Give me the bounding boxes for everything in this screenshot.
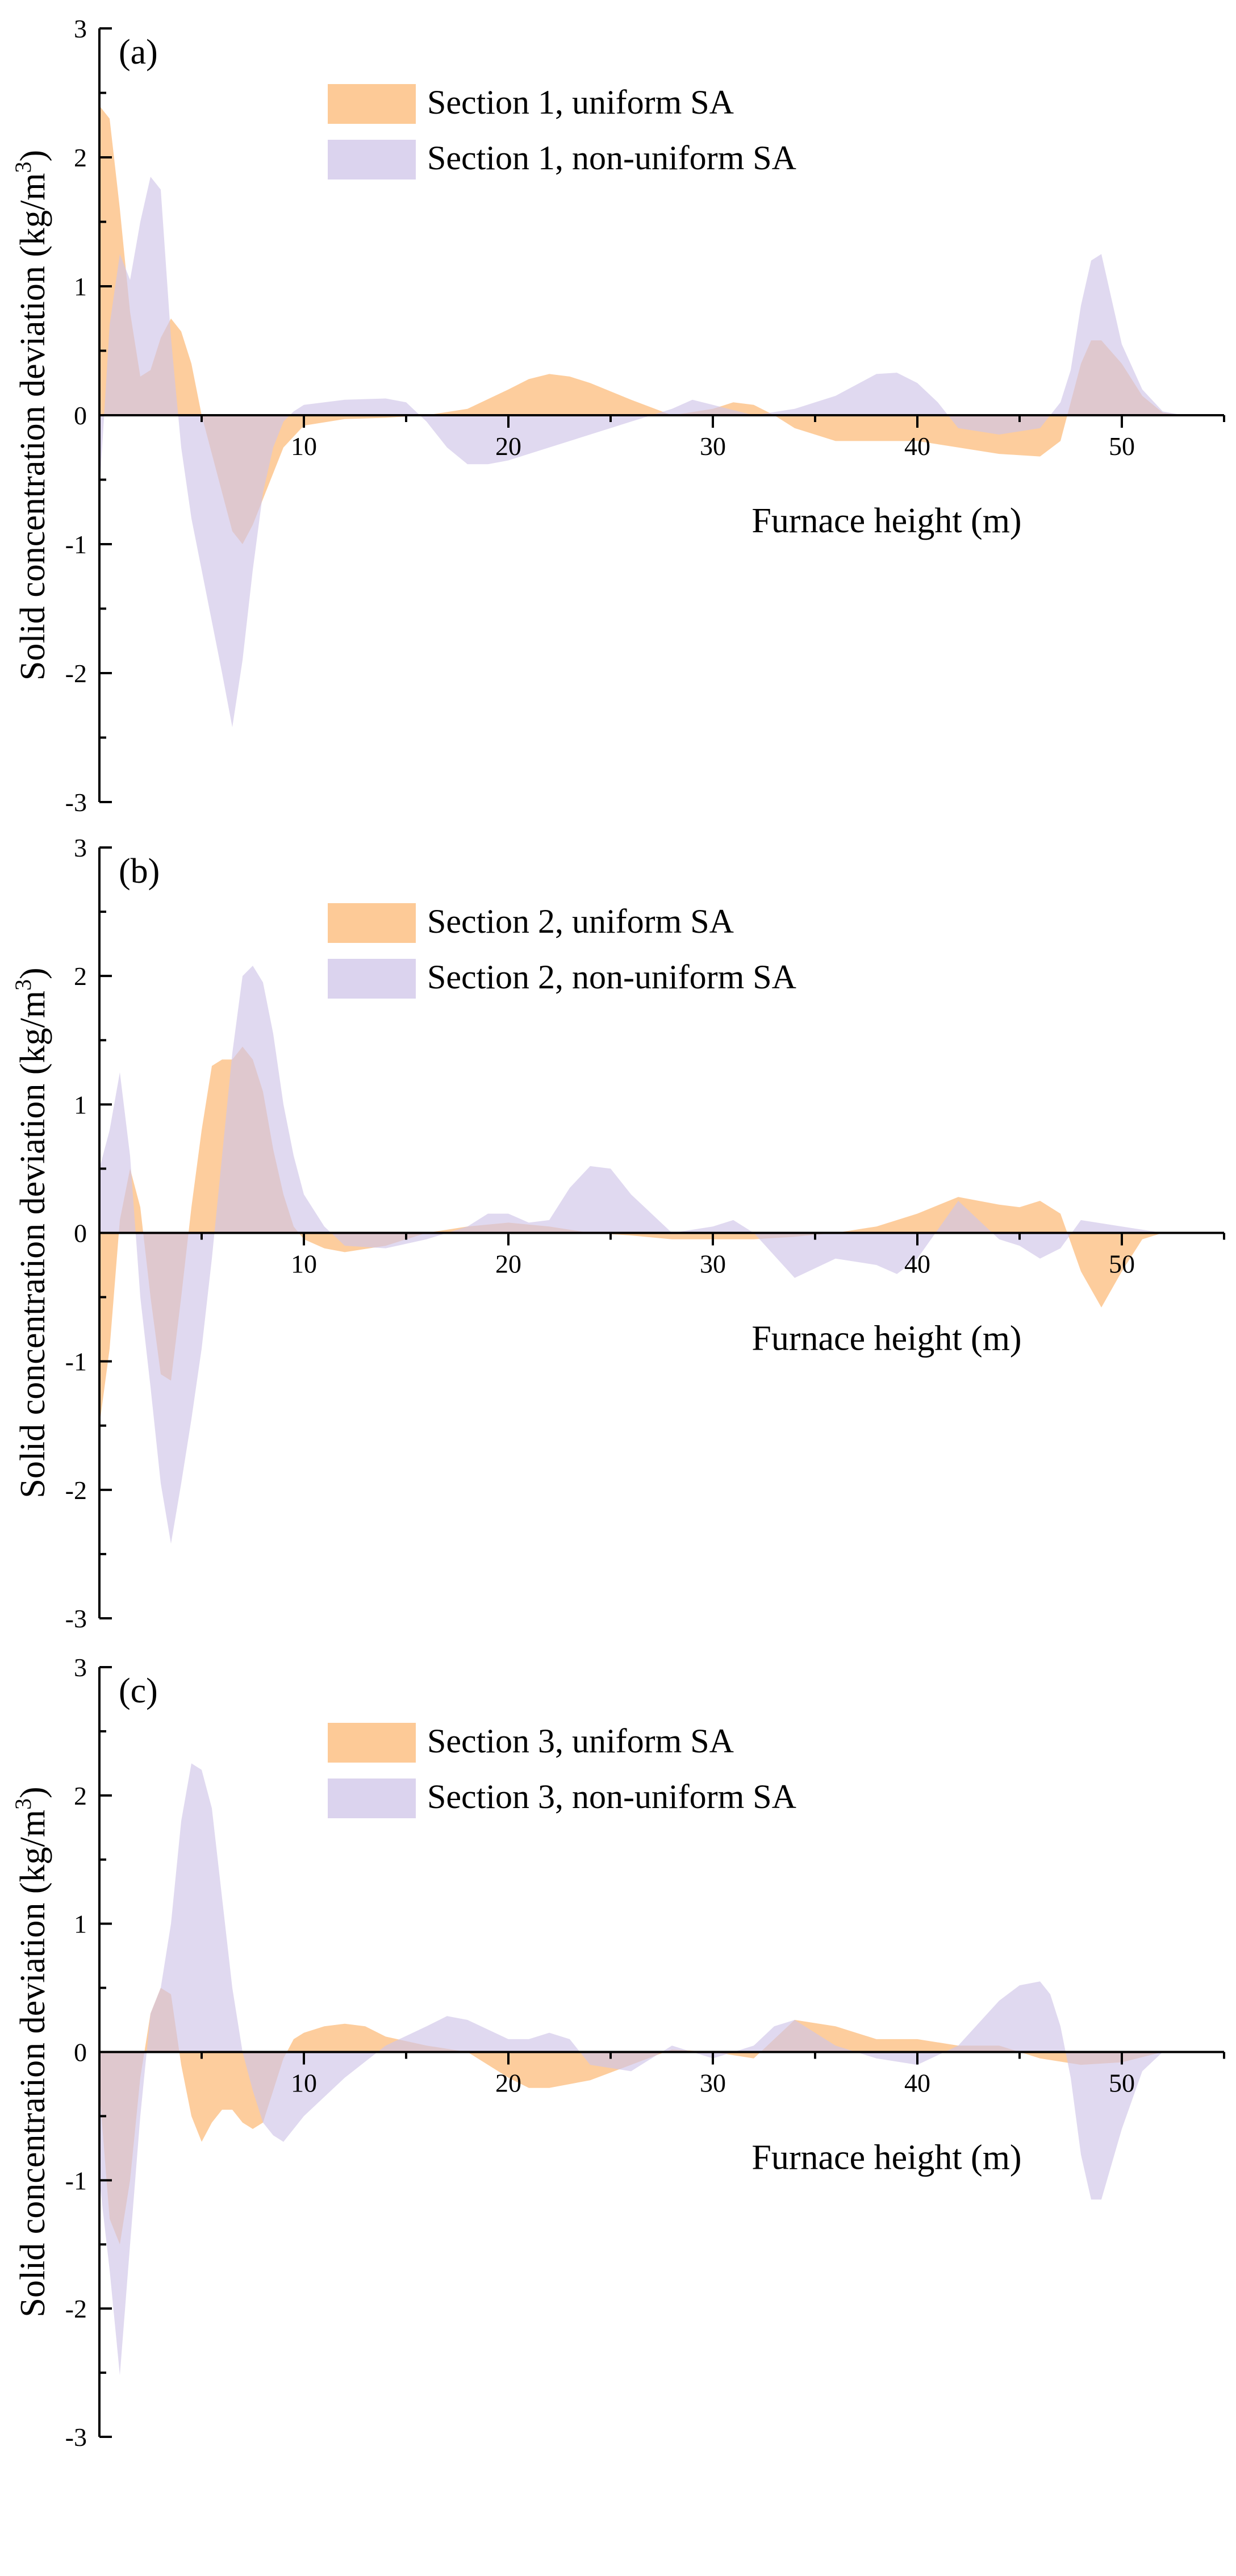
y-axis-title-superscript: 3 (10, 1798, 36, 1810)
y-tick-label: -1 (65, 530, 87, 559)
legend-swatch-uniform (328, 84, 416, 124)
y-tick-label: 1 (74, 1090, 87, 1119)
series-area-nonuniform (99, 966, 1163, 1544)
y-tick-label: 3 (74, 833, 87, 862)
y-axis-title-close: ) (14, 1786, 52, 1798)
panel-label: (a) (119, 33, 158, 72)
panel-a: -3 -2 -1 0 1 2 3 10 20 30 40 50 Furnace height (m) (a… (10, 14, 1225, 817)
legend-swatch-uniform (328, 1723, 416, 1763)
panel-label: (b) (119, 852, 160, 891)
y-tick-label: -3 (65, 1604, 87, 1633)
legend-label: Section 1, uniform SA (427, 83, 734, 121)
x-tick-label: 50 (1109, 1250, 1135, 1279)
y-tick-label: -1 (65, 2166, 87, 2195)
x-tick-label: 30 (700, 432, 726, 461)
x-tick-label: 40 (904, 432, 930, 461)
y-tick-label: 3 (74, 1653, 87, 1682)
legend-label: Section 3, non-uniform SA (427, 1778, 796, 1815)
x-tick-label: 40 (904, 1250, 930, 1279)
y-tick-label: -2 (65, 2294, 87, 2323)
y-axis-title-close: ) (14, 150, 52, 162)
x-tick-label: 40 (904, 2069, 930, 2098)
x-tick-label: 50 (1109, 432, 1135, 461)
x-tick-label: 10 (291, 2069, 317, 2098)
legend-swatch-nonuniform (328, 959, 416, 999)
y-axis-title-close: ) (14, 967, 52, 979)
y-axis-title: Solid concentration deviation (kg/m3) (10, 1786, 52, 2317)
x-tick-label: 50 (1109, 2069, 1135, 2098)
legend-swatch-nonuniform (328, 1778, 416, 1818)
y-axis-title: Solid concentration deviation (kg/m3) (10, 967, 52, 1498)
y-tick-label: -2 (65, 659, 87, 688)
y-tick-label: -1 (65, 1347, 87, 1376)
y-tick-label: -3 (65, 2423, 87, 2452)
legend-swatch-nonuniform (328, 140, 416, 179)
legend-swatch-uniform (328, 903, 416, 943)
y-tick-label: 2 (74, 143, 87, 172)
panel-c: -3 -2 -1 0 1 2 3 10 20 30 40 50 Furnace height (m) (c… (10, 1653, 1225, 2452)
y-tick-label: 0 (74, 401, 87, 430)
y-tick-label: -3 (65, 788, 87, 817)
y-tick-label: -2 (65, 1476, 87, 1505)
legend-label: Section 2, uniform SA (427, 903, 734, 940)
y-axis-title-main: Solid concentration deviation (kg/m (14, 1810, 52, 2318)
y-axis-title: Solid concentration deviation (kg/m3) (10, 150, 52, 680)
panel-label: (c) (119, 1672, 158, 1710)
legend-label: Section 2, non-uniform SA (427, 958, 796, 996)
series-area-uniform (99, 1046, 1163, 1426)
x-tick-label: 10 (291, 1250, 317, 1279)
y-axis-title-main: Solid concentration deviation (kg/m (14, 991, 52, 1498)
y-axis-title-main: Solid concentration deviation (kg/m (14, 173, 52, 681)
x-axis-title: Furnace height (m) (751, 502, 1021, 540)
y-axis-title-superscript: 3 (10, 979, 36, 991)
legend-label: Section 1, non-uniform SA (427, 139, 796, 177)
series-area-nonuniform (99, 1763, 1163, 2375)
y-tick-label: 0 (74, 1219, 87, 1248)
x-axis-title: Furnace height (m) (751, 2139, 1021, 2177)
y-tick-label: 2 (74, 1781, 87, 1810)
x-tick-label: 30 (700, 2069, 726, 2098)
y-tick-label: 1 (74, 1910, 87, 1939)
x-tick-label: 10 (291, 432, 317, 461)
series-area-uniform (99, 106, 1183, 544)
y-axis-title-superscript: 3 (10, 162, 36, 173)
y-tick-label: 2 (74, 962, 87, 991)
x-tick-label: 20 (495, 2069, 521, 2098)
legend-label: Section 3, uniform SA (427, 1722, 734, 1760)
panel-b: -3 -2 -1 0 1 2 3 10 20 30 40 50 Furnace height (m) (b… (10, 833, 1225, 1633)
y-tick-label: 1 (74, 272, 87, 301)
x-tick-label: 20 (495, 432, 521, 461)
x-tick-label: 20 (495, 1250, 521, 1279)
x-axis-title: Furnace height (m) (751, 1320, 1021, 1358)
x-tick-label: 30 (700, 1250, 726, 1279)
y-tick-label: 0 (74, 2038, 87, 2067)
y-tick-label: 3 (74, 14, 87, 43)
